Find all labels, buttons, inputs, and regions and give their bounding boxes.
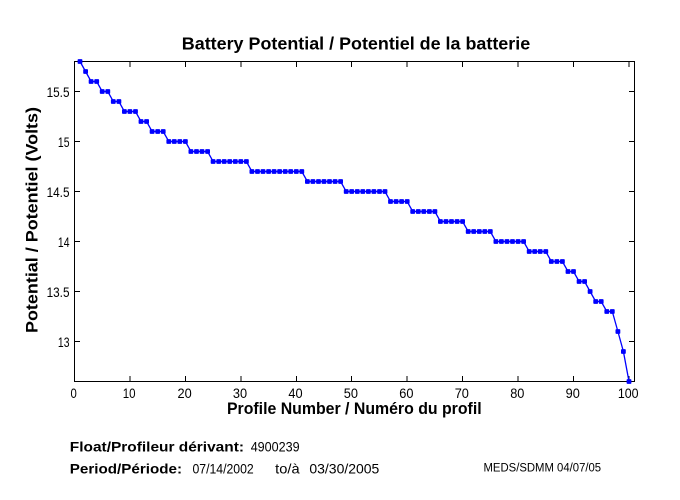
svg-text:07/14/2002: 07/14/2002 xyxy=(193,461,254,477)
svg-text:Period/Période:: Period/Période: xyxy=(70,462,182,477)
svg-text:Float/Profileur dérivant:: Float/Profileur dérivant: xyxy=(70,439,244,454)
svg-text:14: 14 xyxy=(58,234,70,250)
svg-text:14.5: 14.5 xyxy=(47,184,70,200)
svg-text:Profile Number / Numéro du pro: Profile Number / Numéro du profil xyxy=(227,400,482,418)
svg-text:40: 40 xyxy=(288,385,302,401)
svg-text:MEDS/SDMM 04/07/05: MEDS/SDMM 04/07/05 xyxy=(484,460,602,474)
svg-text:15: 15 xyxy=(58,134,70,150)
svg-text:0: 0 xyxy=(71,385,77,401)
svg-text:30: 30 xyxy=(233,385,247,401)
svg-text:Potential / Potentiel (Volts): Potential / Potentiel (Volts) xyxy=(23,107,42,333)
svg-text:Battery Potential / Potentiel: Battery Potential / Potentiel de la batt… xyxy=(182,34,531,54)
svg-text:60: 60 xyxy=(399,385,413,401)
svg-text:03/30/2005: 03/30/2005 xyxy=(309,461,379,477)
svg-text:100: 100 xyxy=(618,385,639,401)
svg-text:80: 80 xyxy=(510,385,524,401)
svg-text:13: 13 xyxy=(58,334,70,350)
svg-text:20: 20 xyxy=(178,385,192,401)
svg-text:to/à: to/à xyxy=(275,461,300,477)
svg-text:4900239: 4900239 xyxy=(251,438,300,454)
svg-text:13.5: 13.5 xyxy=(47,284,70,300)
svg-text:50: 50 xyxy=(344,385,358,401)
svg-text:90: 90 xyxy=(566,385,580,401)
svg-text:10: 10 xyxy=(123,385,136,401)
svg-text:70: 70 xyxy=(455,385,469,401)
svg-text:15.5: 15.5 xyxy=(47,84,70,100)
